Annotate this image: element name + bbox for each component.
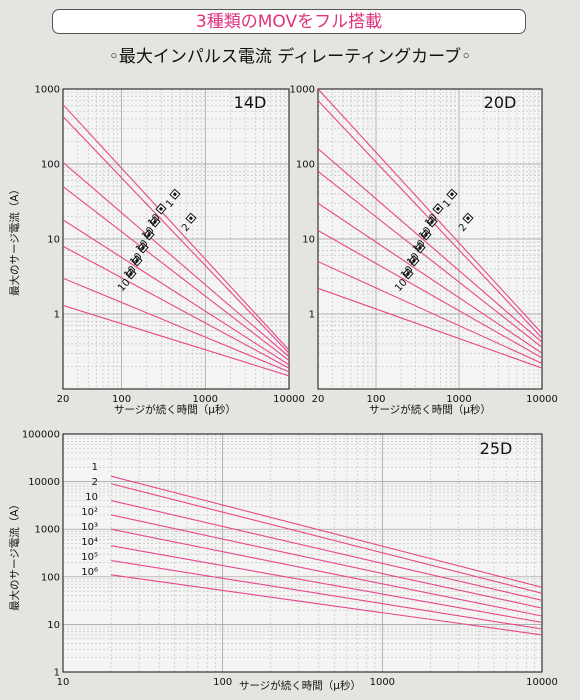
series-line — [110, 559, 542, 630]
x-tick-label: 1000 — [193, 394, 218, 405]
x-tick-label: 1000 — [446, 394, 471, 405]
series-label: 10³ — [81, 522, 98, 533]
plot-frame — [62, 88, 290, 390]
x-tick-label: 10000 — [526, 677, 558, 688]
x-tick-label: 10000 — [526, 394, 558, 405]
y-axis-label: 最大のサージ電流（A） — [8, 184, 21, 296]
chart-panel-14D: 20 100 1000 100001101001000サージが続く時間（μ秒）最大のサ… — [8, 85, 305, 417]
series-line — [110, 483, 542, 594]
series-line — [63, 186, 289, 361]
series-label: 10² — [81, 507, 98, 518]
y-tick-label: 1000 — [35, 85, 60, 96]
series-line — [110, 475, 542, 588]
series-line — [63, 219, 289, 366]
x-axis-label: サージが続く時間（μ秒） — [369, 403, 491, 416]
x-tick-label: 20 — [312, 394, 325, 405]
plot-frame — [317, 88, 543, 390]
y-tick-label: 10 — [47, 235, 60, 246]
plot-area — [63, 434, 542, 672]
series-line — [63, 161, 289, 358]
series-line — [318, 148, 542, 343]
x-axis-label: サージが続く時間（μ秒） — [239, 679, 361, 692]
series-line — [110, 528, 542, 617]
series-line — [318, 202, 542, 354]
y-tick-label: 10 — [302, 235, 315, 246]
series-marker-icon — [423, 232, 429, 237]
x-tick-label: 20 — [57, 394, 70, 405]
y-tick-label: 10 — [47, 620, 60, 631]
chart-panel-25D: 10 100 1000 10000110100100010000100000サージが続… — [8, 430, 558, 693]
series-marker-icon — [140, 245, 146, 250]
x-tick-label: 100 — [213, 677, 232, 688]
y-tick-label: 10000 — [28, 477, 60, 488]
series-marker-icon — [158, 206, 164, 211]
chart-panel-20D: 20 100 1000 100001101001000サージが続く時間（μ秒）20D1… — [290, 85, 558, 417]
series-group — [63, 104, 289, 377]
series-marker-icon — [435, 206, 441, 211]
x-tick-label: 10 — [57, 677, 70, 688]
y-tick-label: 1000 — [35, 525, 60, 536]
series-marker-icon — [429, 219, 435, 224]
series-line — [110, 500, 542, 601]
x-tick-label: 100 — [112, 394, 131, 405]
panel-title: 14D — [234, 93, 267, 112]
page-subtitle: ◦最大インパルス電流 ディレーティングカーブ◦ — [108, 47, 472, 67]
series-group — [110, 475, 542, 636]
series-line — [63, 277, 289, 373]
series-marker-icon — [128, 271, 134, 276]
series-marker-icon — [146, 232, 152, 237]
series-marker-icon — [449, 192, 455, 197]
series-label: 10⁵ — [81, 552, 98, 563]
series-line — [318, 229, 542, 359]
x-tick-label: 100 — [366, 394, 385, 405]
y-tick-label: 1000 — [290, 85, 315, 96]
series-label: 10⁶ — [81, 567, 98, 578]
x-tick-label: 1000 — [370, 677, 395, 688]
banner-title: 3種類のMOVをフル搭載 — [52, 9, 526, 34]
series-line — [318, 287, 542, 369]
series-label: 10⁴ — [81, 537, 98, 548]
y-axis-label: 最大のサージ電流（A） — [8, 499, 21, 611]
series-label: 2 — [92, 477, 98, 488]
y-tick-label: 100 — [296, 160, 315, 171]
series-marker-icon — [152, 219, 158, 224]
series-marker-icon — [172, 192, 178, 197]
series-line — [318, 170, 542, 348]
series-line — [110, 514, 542, 609]
series-line — [63, 116, 289, 354]
series-marker-icon — [188, 216, 194, 221]
series-line — [110, 574, 542, 636]
y-tick-label: 1 — [309, 310, 315, 321]
y-tick-label: 100 — [41, 160, 60, 171]
panel-title: 25D — [480, 439, 513, 458]
series-label: 10 — [85, 492, 98, 503]
panel-title: 20D — [484, 93, 517, 112]
series-label: 1 — [92, 462, 98, 473]
y-tick-label: 1 — [54, 310, 60, 321]
series-marker-icon — [465, 216, 471, 221]
series-line — [63, 104, 289, 351]
series-labels: 1 2 10 10² 10³ 10⁴ 10⁵ 10⁶ — [81, 462, 98, 578]
y-tick-label: 1 — [54, 668, 60, 679]
series-line — [63, 245, 289, 369]
series-marker-icon — [405, 271, 411, 276]
plot-frame — [62, 433, 543, 673]
x-tick-label: 10000 — [273, 394, 305, 405]
series-line — [318, 261, 542, 364]
series-marker-icon — [411, 258, 417, 263]
x-axis-label: サージが続く時間（μ秒） — [114, 403, 236, 416]
y-tick-label: 100 — [41, 572, 60, 583]
series-marker-icon — [134, 258, 140, 263]
series-line — [110, 545, 542, 623]
series-marker-icon — [417, 245, 423, 250]
series-line — [63, 304, 289, 377]
y-tick-label: 100000 — [22, 430, 60, 441]
series-line — [318, 89, 542, 334]
